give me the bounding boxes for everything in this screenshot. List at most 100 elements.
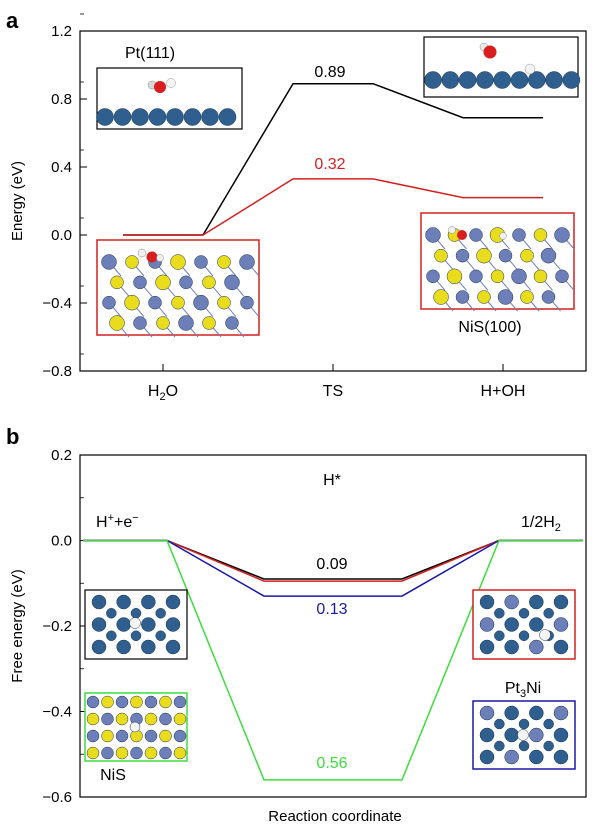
panel-b-y-tick-label: −0.4 xyxy=(42,704,72,721)
panel-b-y-axis-label: Free energy (eV) xyxy=(9,569,26,682)
nickel-atom xyxy=(86,695,100,709)
panel-a-x-ticks xyxy=(162,364,504,371)
sulfur-atom xyxy=(130,695,143,709)
inset-nis-hoh xyxy=(420,212,575,312)
sulfur-atom xyxy=(533,228,548,242)
state-label-half-h2: 1/2H2 xyxy=(521,514,561,534)
panel-b-letter: b xyxy=(6,424,19,449)
nickel-atom xyxy=(173,695,187,709)
pt-atom xyxy=(441,71,460,89)
surface-atom xyxy=(116,639,131,655)
panel-a-y-axis: −0.8 −0.4 0.0 0.4 0.8 1.2 xyxy=(42,13,87,380)
state-label-hstar: H* xyxy=(323,472,341,489)
hydroxyl-and-hydrogen-icon xyxy=(479,42,536,75)
inset-label-pt111: Pt(111) xyxy=(125,45,175,62)
panel-a-y-tick-label: 0.8 xyxy=(51,91,72,108)
panel-a-y-axis-label: Energy (eV) xyxy=(9,161,26,241)
sulfur-atom xyxy=(124,294,140,311)
surface-atom xyxy=(504,594,519,610)
sulfur-atom xyxy=(159,729,172,743)
sulfur-atom xyxy=(144,712,158,726)
inset-pt111-h2o xyxy=(96,67,243,130)
surface-atom xyxy=(553,705,569,721)
pt-atom xyxy=(166,108,184,126)
pt-atom xyxy=(201,108,219,126)
nickel-atom xyxy=(541,290,556,304)
sulfur-atom xyxy=(101,729,114,743)
panel-a-annotation-0.89: 0.89 xyxy=(314,64,345,81)
subsurface-atom xyxy=(543,740,554,752)
panel-a-y-tick-label: −0.4 xyxy=(42,295,72,312)
oxygen-atom xyxy=(146,251,158,263)
surface-atom xyxy=(553,639,569,655)
pt-atom xyxy=(113,108,132,126)
subsurface-atom xyxy=(494,608,505,619)
pt-atom xyxy=(476,71,494,89)
surface-atom xyxy=(529,749,544,765)
inset-pt3ni-blue-topview xyxy=(472,700,576,770)
surface-atom xyxy=(504,727,519,743)
sulfur-atom xyxy=(533,269,548,284)
sulfur-atom xyxy=(156,316,170,330)
nickel-atom xyxy=(102,295,116,310)
nickel-atom xyxy=(224,274,240,291)
panel-a-y-tick-label: 0.0 xyxy=(51,227,72,244)
sulfur-atom xyxy=(433,289,449,305)
pt-atom xyxy=(131,108,149,126)
panel-a-x-tick-label-ts: TS xyxy=(323,383,343,400)
subsurface-atom xyxy=(494,718,505,730)
nickel-atom xyxy=(469,228,483,242)
nickel-atom xyxy=(497,289,514,305)
nickel-atom xyxy=(178,315,194,331)
nickel-atom xyxy=(554,227,570,243)
panel-a-annotation-0.32: 0.32 xyxy=(314,156,345,173)
hydrogen-atom xyxy=(166,78,176,88)
surface-atom xyxy=(504,705,519,721)
panel-b-y-tick-label: −0.6 xyxy=(42,789,72,806)
nickel-atom xyxy=(540,247,557,264)
surface-atom xyxy=(479,594,495,610)
nickel-atom xyxy=(179,275,193,290)
oxygen-atom xyxy=(483,45,497,59)
surface-atom xyxy=(479,749,495,765)
pt-atom xyxy=(545,71,563,89)
nickel-atom xyxy=(115,729,129,743)
inset-pt-topview-atoms xyxy=(91,594,181,655)
nickel-atom xyxy=(130,746,143,760)
hydrogen-atom xyxy=(129,617,141,629)
pt-atom xyxy=(148,108,167,126)
oxygen-atom xyxy=(457,230,467,240)
panel-a-series-line-1 xyxy=(123,178,543,236)
pt-atom xyxy=(510,71,529,89)
pt-atom xyxy=(183,108,202,126)
inset-pt3ni-red-topview xyxy=(472,589,576,660)
surface-atom xyxy=(479,617,495,632)
subsurface-atom xyxy=(494,630,505,641)
nickel-atom xyxy=(101,254,117,270)
panel-b-y-tick-label: −0.2 xyxy=(42,618,72,635)
inset-pt111-hoh xyxy=(423,36,581,98)
panel-a-letter: a xyxy=(6,8,19,33)
nickel-atom xyxy=(101,746,114,760)
surface-atom xyxy=(504,749,519,765)
inset-nis-topview xyxy=(84,692,188,762)
hydrogen-atom xyxy=(517,729,529,741)
sulfur-atom xyxy=(446,268,463,285)
panel-b-series xyxy=(83,539,583,781)
nickel-atom xyxy=(115,695,129,709)
subsurface-atom xyxy=(518,630,530,641)
nickel-atom xyxy=(133,316,147,330)
surface-atom xyxy=(529,594,544,610)
state-label-h-plus-e: H++e− xyxy=(96,512,139,531)
sulfur-atom xyxy=(101,695,114,709)
surface-atom xyxy=(141,617,156,632)
surface-atom xyxy=(479,639,495,655)
pt-atom xyxy=(458,71,477,89)
subsurface-atom xyxy=(106,630,117,641)
nickel-atom xyxy=(469,269,483,284)
inset-pt111-h2o-slab xyxy=(96,108,237,126)
panel-b-x-axis-label: Reaction coordinate xyxy=(268,808,401,825)
nickel-atom xyxy=(511,268,527,285)
inset-label-nis: NiS xyxy=(100,767,126,784)
sulfur-atom xyxy=(520,248,534,263)
